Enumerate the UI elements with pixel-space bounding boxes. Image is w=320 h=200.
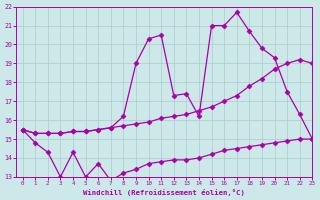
X-axis label: Windchill (Refroidissement éolien,°C): Windchill (Refroidissement éolien,°C) bbox=[84, 189, 245, 196]
